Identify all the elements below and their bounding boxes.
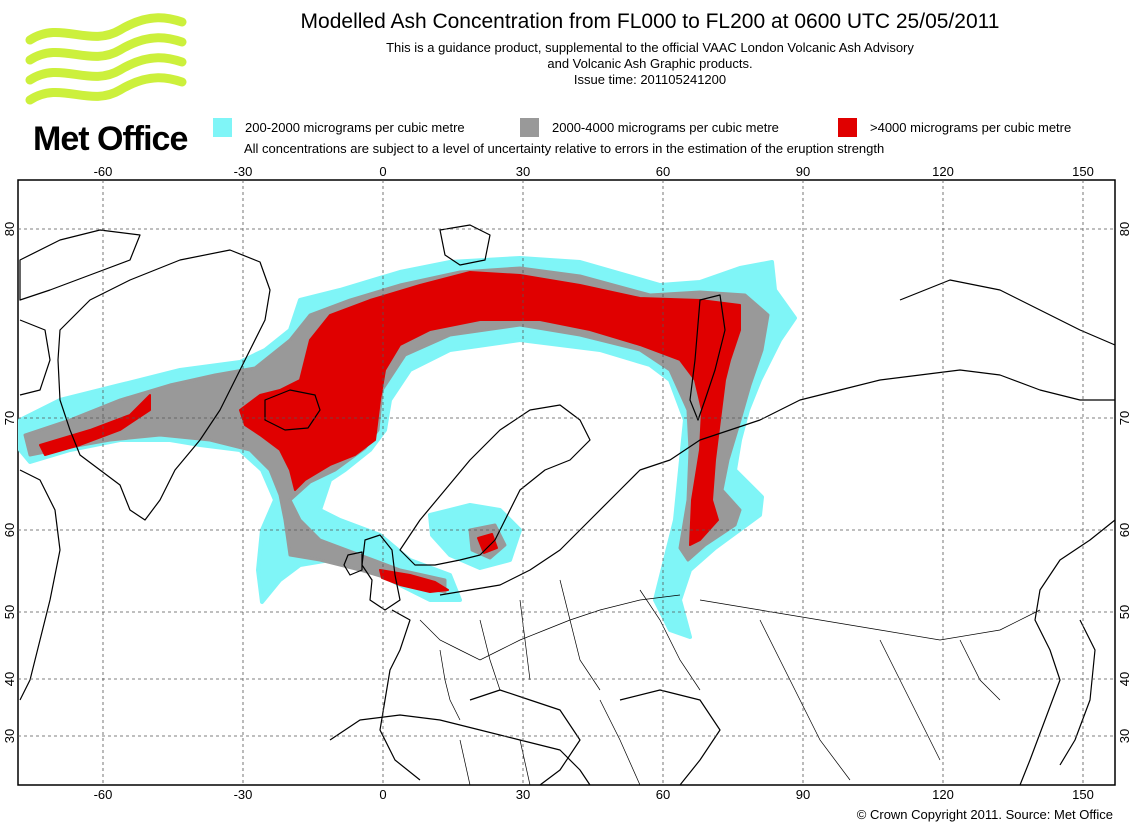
lon-tick-top-30: 30 (516, 164, 530, 179)
lon-tick-bottom-60: 60 (656, 787, 670, 802)
lon-tick-bottom-0: 0 (379, 787, 386, 802)
lat-tick-right-30: 30 (1117, 729, 1132, 743)
page-title: Modelled Ash Concentration from FL000 to… (300, 10, 1000, 33)
uncertainty-note: All concentrations are subject to a leve… (244, 141, 885, 156)
lat-tick-left-60: 60 (2, 523, 17, 537)
lat-tick-right-70: 70 (1117, 411, 1132, 425)
lat-tick-left-80: 80 (2, 222, 17, 236)
lat-ticks-left: 80 70 60 50 40 30 (2, 222, 17, 743)
lat-ticks-right: 80 70 60 50 40 30 (1117, 222, 1132, 743)
lon-tick-bottom-90: 90 (796, 787, 810, 802)
lat-tick-left-30: 30 (2, 729, 17, 743)
lon-tick-bottom-30: 30 (516, 787, 530, 802)
lon-tick-bottom-minus30: -30 (234, 787, 253, 802)
lat-tick-right-50: 50 (1117, 605, 1132, 619)
lon-ticks-bottom: -60 -30 0 30 60 90 120 150 (94, 787, 1094, 802)
lon-ticks-top: -60 -30 0 30 60 90 120 150 (94, 164, 1094, 179)
lat-tick-right-40: 40 (1117, 672, 1132, 686)
met-office-logo (20, 8, 190, 163)
lon-tick-top-0: 0 (379, 164, 386, 179)
country-borders (419, 579, 1041, 786)
lon-tick-top-minus30: -30 (234, 164, 253, 179)
lat-tick-left-70: 70 (2, 411, 17, 425)
legend-item-high: >4000 micrograms per cubic metre (838, 118, 1071, 137)
ash-high-concentration-area (39, 271, 741, 593)
legend-label-low: 200-2000 micrograms per cubic metre (245, 120, 465, 135)
met-office-logo-text: Met Office (33, 120, 188, 158)
subtitle-line-1: This is a guidance product, supplemental… (386, 40, 914, 55)
legend-item-low: 200-2000 micrograms per cubic metre (213, 118, 465, 137)
legend-item-medium: 2000-4000 micrograms per cubic metre (520, 118, 779, 137)
issue-time: Issue time: 201105241200 (573, 72, 727, 87)
lat-tick-left-50: 50 (2, 605, 17, 619)
lon-tick-top-minus60: -60 (94, 164, 113, 179)
legend-label-high: >4000 micrograms per cubic metre (870, 120, 1072, 135)
copyright: © Crown Copyright 2011. Source: Met Offi… (856, 807, 1113, 822)
lon-tick-top-150: 150 (1072, 164, 1094, 179)
lat-tick-right-80: 80 (1117, 222, 1132, 236)
legend-swatch-low (213, 118, 232, 137)
lon-tick-bottom-minus60: -60 (94, 787, 113, 802)
gridlines (18, 180, 1115, 785)
coastlines (19, 224, 1116, 786)
legend-label-medium: 2000-4000 micrograms per cubic metre (552, 120, 779, 135)
lon-tick-top-60: 60 (656, 164, 670, 179)
legend-swatch-medium (520, 118, 539, 137)
subtitle-line-2: and Volcanic Ash Graphic products. (547, 56, 753, 71)
lat-tick-right-60: 60 (1117, 523, 1132, 537)
lon-tick-bottom-120: 120 (932, 787, 954, 802)
subtitle: This is a guidance product, supplemental… (200, 40, 1100, 88)
legend-swatch-high (838, 118, 857, 137)
lat-tick-left-40: 40 (2, 672, 17, 686)
lon-tick-top-120: 120 (932, 164, 954, 179)
lon-tick-top-90: 90 (796, 164, 810, 179)
lon-tick-bottom-150: 150 (1072, 787, 1094, 802)
met-office-waves-icon (25, 13, 187, 105)
